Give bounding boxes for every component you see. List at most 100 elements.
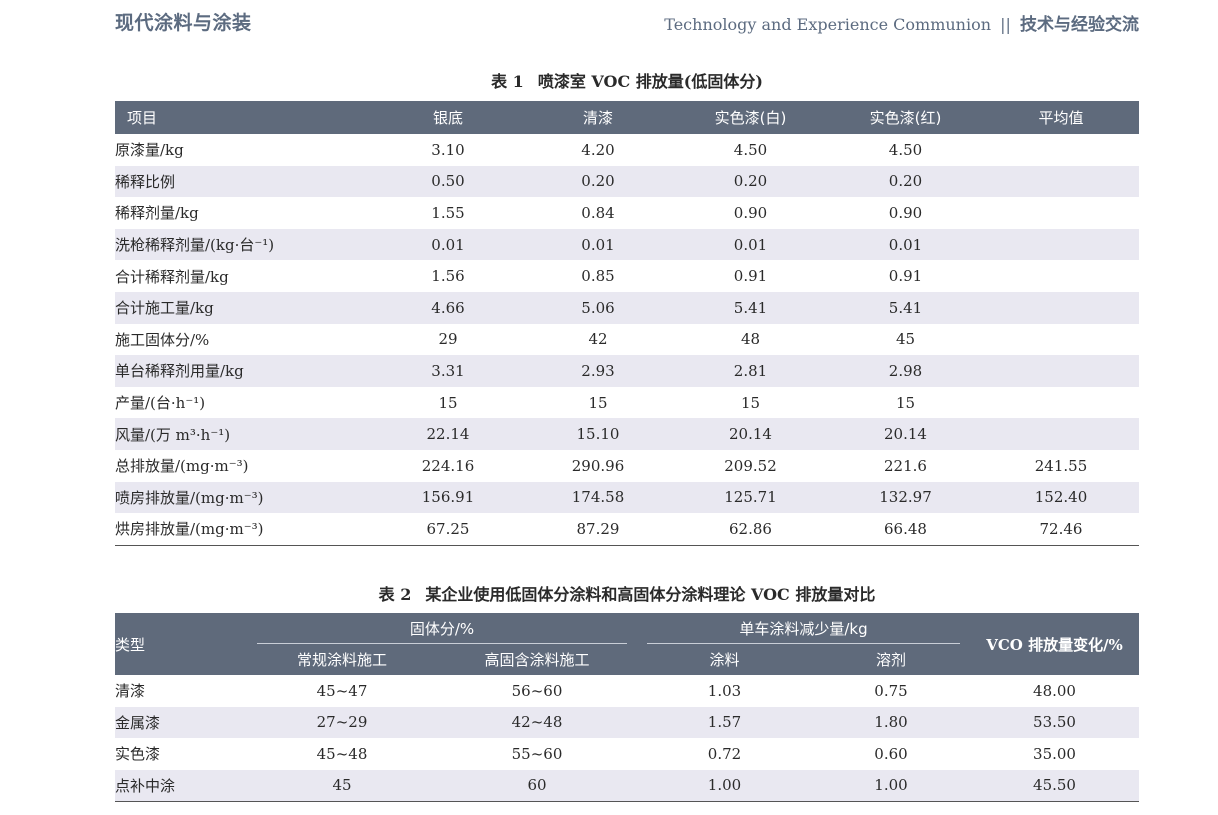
table-cell: 174.58 [523,481,673,514]
row-label: 总排放量/(mg·m⁻³) [115,457,249,476]
table-cell: 221.6 [884,456,927,475]
table-cell: 4.66 [373,291,523,324]
row-label: 金属漆 [115,706,247,738]
table-cell [983,355,1139,387]
table1-header-cell: 项目 [115,101,373,134]
voc-comparison-table: 类型 固体分/% 单车涂料减少量/kg VCO 排放量变化/% 常规涂料施工 高… [115,613,1140,802]
row-label: 风量/(万 m³·h⁻¹) [115,418,373,450]
table2-header-vco: VCO 排放量变化/% [970,613,1140,675]
table-cell: 2.81 [673,355,828,387]
row-label: 实色漆 [115,745,161,764]
row-label: 产量/(台·h⁻¹) [115,394,206,413]
table-row: 清漆 45~47 56~60 1.03 0.75 48.00 [115,675,1139,707]
table-cell: 0.01 [673,228,828,261]
table-cell: 0.50 [373,165,523,198]
table2-subheader-regular: 常规涂料施工 [247,644,437,675]
row-label: 合计稀释剂量/kg [115,267,229,286]
table-row: 施工固体分/% 29 42 48 45 [115,324,1139,356]
table1-header-cell: 平均值 [983,101,1139,134]
table-cell: 48 [740,330,761,349]
table-cell: 0.75 [874,681,908,700]
table1-header-cell: 银底 [373,101,523,134]
table2-caption-number: 表 2 [378,585,412,604]
table-cell: 209.52 [724,456,777,475]
table-cell: 152.40 [983,481,1139,514]
table-cell: 45 [247,769,437,802]
table-cell: 0.90 [733,203,768,222]
row-label: 稀释比例 [115,165,373,198]
table-cell: 1.57 [637,706,812,738]
table-cell: 125.71 [673,481,828,514]
table-cell: 1.00 [812,769,971,802]
table-cell: 45 [895,330,916,349]
table-cell: 2.93 [523,355,673,387]
table1-header-row: 项目 银底 清漆 实色漆(白) 实色漆(红) 平均值 [115,101,1139,134]
table-cell: 53.50 [970,706,1140,738]
table-cell: 87.29 [523,513,673,546]
table-cell: 3.10 [431,140,465,159]
table-cell: 0.20 [673,165,828,198]
table2-header-reduction: 单车涂料减少量/kg [637,613,971,644]
table-cell: 62.86 [673,513,828,546]
table-row: 原漆量/kg 3.10 4.20 4.50 4.50 [115,134,1139,166]
table-row: 合计施工量/kg 4.66 5.06 5.41 5.41 [115,291,1139,324]
table-cell: 5.41 [673,291,828,324]
table2-header-solid: 固体分/% [247,613,637,644]
table2-body: 清漆 45~47 56~60 1.03 0.75 48.00 金属漆 27~29 42~48 1.… [115,675,1140,802]
table-cell: 1.03 [707,681,742,700]
table-cell: 4.50 [733,140,768,159]
table-cell: 15 [895,393,916,412]
table2-caption-text: 某企业使用低固体分涂料和高固体分涂料理论 VOC 排放量对比 [425,585,876,604]
voc-emission-table: 项目 银底 清漆 实色漆(白) 实色漆(红) 平均值 原漆量/kg 3.10 4.20 4.50… [115,101,1139,546]
table-row: 烘房排放量/(mg·m⁻³) 67.25 87.29 62.86 66.48 72.46 [115,513,1139,546]
table-cell: 224.16 [421,456,475,475]
table-row: 点补中涂 45 60 1.00 1.00 45.50 [115,769,1140,802]
table-cell: 156.91 [373,481,523,514]
table-cell: 15 [588,393,608,412]
table1-caption: 表 1 喷漆室 VOC 排放量(低固体分) [115,68,1139,92]
table-row: 风量/(万 m³·h⁻¹) 22.14 15.10 20.14 20.14 [115,418,1139,450]
table-row: 产量/(台·h⁻¹) 15 15 15 15 [115,387,1139,419]
table-cell: 4.50 [888,140,923,159]
table1-header-cell: 实色漆(白) [673,101,828,134]
table-cell: 42~48 [437,706,637,738]
row-label: 洗枪稀释剂量/(kg·台⁻¹) [115,228,373,261]
table-cell: 67.25 [373,513,523,546]
table-cell: 0.01 [373,228,523,261]
table-cell: 48.00 [1033,681,1076,700]
table-cell: 0.01 [828,228,983,261]
row-label: 施工固体分/% [115,330,210,349]
table-row: 总排放量/(mg·m⁻³) 224.16 290.96 209.52 221.6 241.… [115,450,1139,482]
table-cell: 2.98 [828,355,983,387]
table-row: 单台稀释剂用量/kg 3.31 2.93 2.81 2.98 [115,355,1139,387]
table2-subheader-high-solid: 高固含涂料施工 [437,644,637,675]
table-cell [983,197,1139,229]
table-cell [983,291,1139,324]
table-cell: 45~48 [316,744,368,763]
table-cell [983,418,1139,450]
table-cell: 20.14 [673,418,828,450]
table-cell: 15.10 [523,418,673,450]
table-cell: 0.01 [523,228,673,261]
table-cell: 15 [438,393,458,412]
table-cell: 1.56 [431,267,465,286]
table-cell: 45.50 [970,769,1140,802]
row-label: 单台稀释剂用量/kg [115,355,373,387]
table-cell: 0.90 [888,203,923,222]
row-label: 合计施工量/kg [115,291,373,324]
table-cell: 60 [437,769,637,802]
table-cell: 0.72 [707,744,742,763]
table-row: 金属漆 27~29 42~48 1.57 1.80 53.50 [115,706,1140,738]
table1-caption-text: 喷漆室 VOC 排放量(低固体分) [537,72,763,91]
section-header-separator: || [1000,15,1011,34]
table-cell: 45~47 [316,681,368,700]
table-cell [983,165,1139,198]
table-row: 稀释比例 0.50 0.20 0.20 0.20 [115,165,1139,198]
row-label: 稀释剂量/kg [115,204,199,223]
row-label: 清漆 [115,682,146,701]
table-cell: 0.20 [828,165,983,198]
table2-caption: 表 2 某企业使用低固体分涂料和高固体分涂料理论 VOC 排放量对比 [115,581,1139,605]
table-cell: 3.31 [373,355,523,387]
table-cell: 56~60 [511,681,563,700]
table-cell: 35.00 [1033,744,1076,763]
